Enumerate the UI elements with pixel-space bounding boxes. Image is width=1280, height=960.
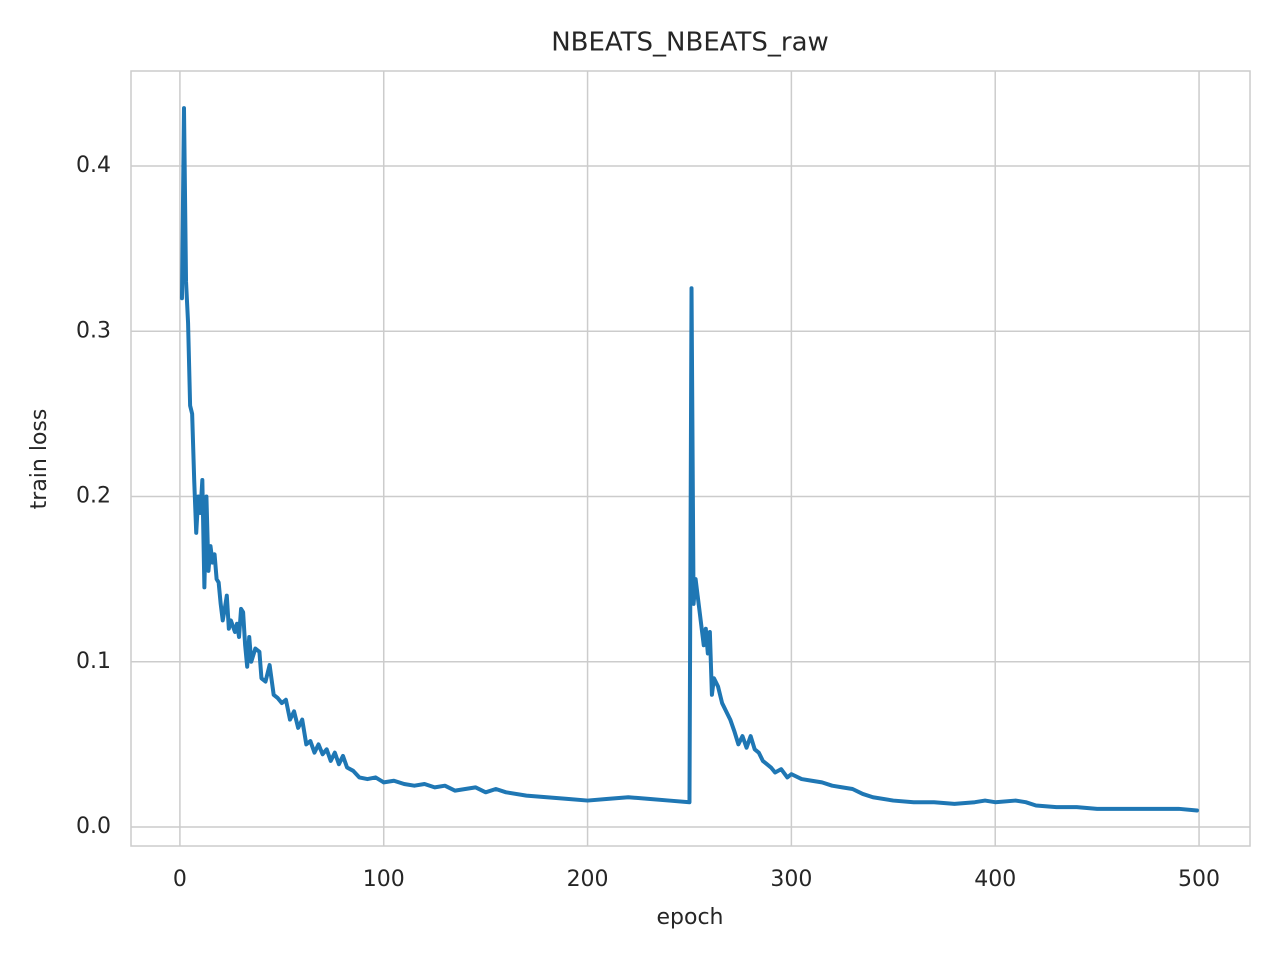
y-tick-label: 0.1 — [76, 649, 111, 674]
plot-frame — [130, 70, 1251, 847]
x-tick-label: 300 — [770, 867, 812, 892]
x-tick-label: 0 — [173, 867, 187, 892]
y-axis-label: train loss — [27, 409, 52, 510]
y-tick-label: 0.4 — [76, 153, 111, 178]
loss-line — [179, 106, 1200, 813]
x-tick-label: 200 — [567, 867, 609, 892]
x-tick-label: 100 — [363, 867, 405, 892]
y-tick-label: 0.2 — [76, 484, 111, 509]
x-tick-label: 500 — [1178, 867, 1220, 892]
chart-title: NBEATS_NBEATS_raw — [551, 28, 829, 58]
y-tick-label: 0.0 — [76, 814, 111, 839]
y-tick-label: 0.3 — [76, 318, 111, 343]
x-axis-label: epoch — [657, 905, 724, 930]
x-tick-label: 400 — [974, 867, 1016, 892]
